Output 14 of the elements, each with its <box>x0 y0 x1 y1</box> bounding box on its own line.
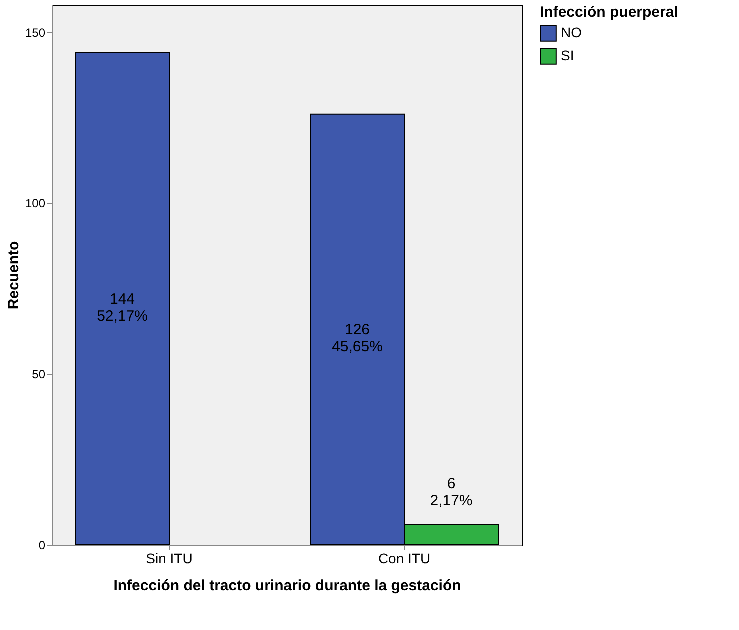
legend-label: SI <box>561 48 574 64</box>
x-tick-label: Sin ITU <box>146 550 193 566</box>
y-tick-label: 50 <box>32 368 46 382</box>
data-label: 6 2,17% <box>430 475 473 510</box>
x-tick-label: Con ITU <box>378 550 431 566</box>
x-axis-title: Infección del tracto urinario durante la gestación <box>114 578 462 594</box>
data-label: 126 45,65% <box>332 322 383 356</box>
legend-label: NO <box>561 24 582 40</box>
y-tick-label: 0 <box>38 538 46 552</box>
data-label: 144 52,17% <box>97 290 148 325</box>
legend-title: Infección puerperal <box>540 4 678 21</box>
y-tick-label: 150 <box>25 26 46 40</box>
y-axis-title: Recuento <box>5 241 22 310</box>
y-tick-label: 100 <box>25 196 46 211</box>
